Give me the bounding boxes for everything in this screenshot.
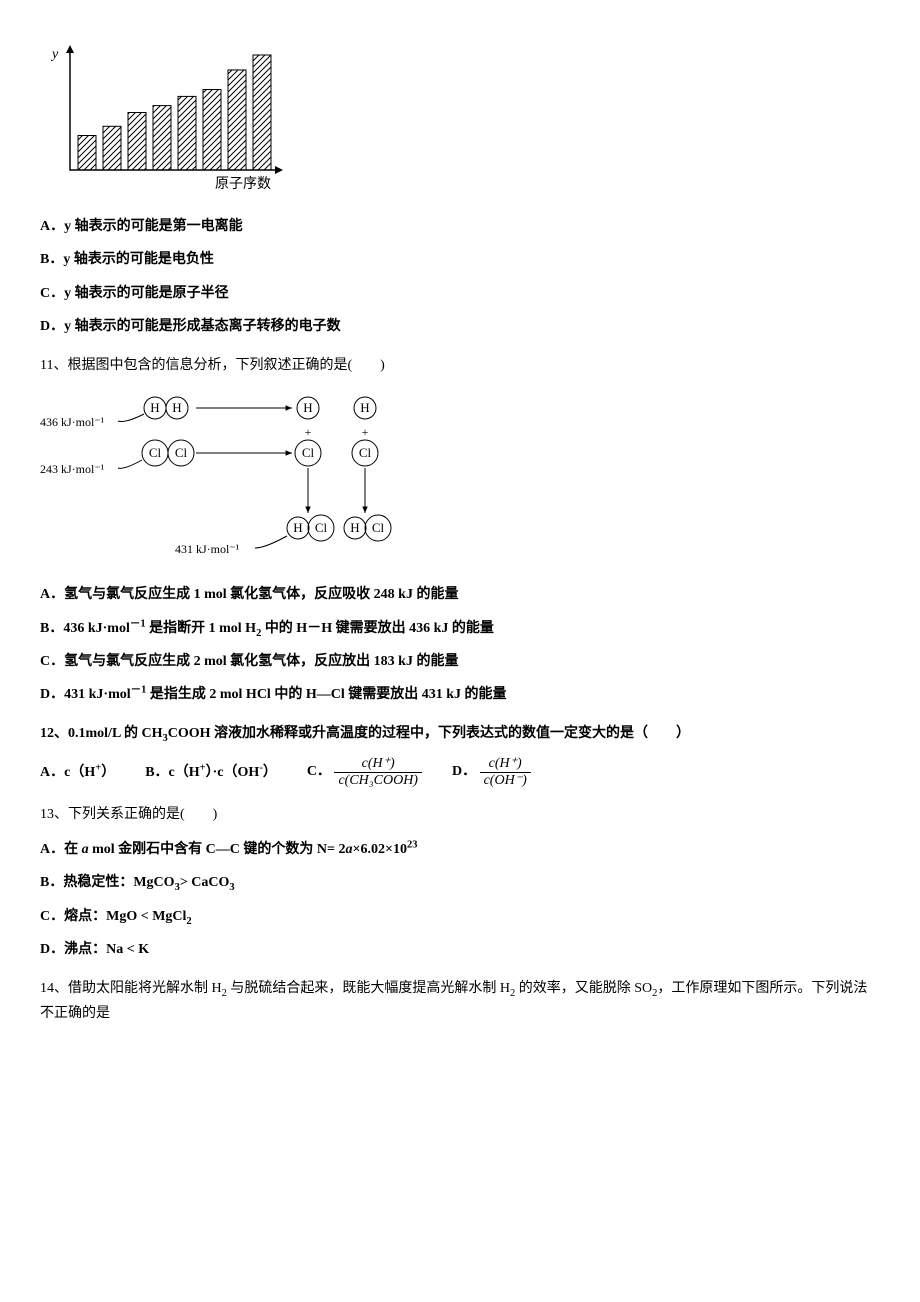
q13-option-a: A．在 a mol 金刚石中含有 C—C 键的个数为 N= 2a×6.02×10…: [40, 837, 880, 862]
svg-text:+: +: [362, 425, 369, 439]
q13-stem: 13、下列关系正确的是( ): [40, 802, 880, 827]
q10-option-d: D．y 轴表示的可能是形成基态离子转移的电子数: [40, 314, 880, 339]
q12c-label: C．: [307, 764, 331, 779]
q12d-label: D．: [452, 764, 476, 779]
svg-text:Cl: Cl: [315, 520, 328, 535]
q12-a: A．c（H+）: [40, 760, 115, 785]
q11b-mid: 是指断开 1 mol H: [146, 621, 256, 636]
svg-text:Cl: Cl: [372, 520, 385, 535]
svg-text:H: H: [350, 520, 359, 535]
q14-stem: 14、借助太阳能将光解水制 H2 与脱硫结合起来，既能大幅度提高光解水制 H2 …: [40, 976, 880, 1026]
svg-text:Cl: Cl: [175, 445, 188, 460]
bar-chart-svg: y 原子序数: [40, 40, 285, 195]
q12-b: B．c（H+）·c（OH-）: [145, 760, 277, 785]
q13c-pre: C．熔点：MgO < MgCl: [40, 909, 186, 924]
q11d-sup: －1: [131, 684, 147, 695]
svg-text:原子序数: 原子序数: [215, 176, 271, 192]
svg-text:H: H: [172, 400, 181, 415]
q12d-den: c(OH⁻): [480, 773, 531, 788]
q11-option-b: B．436 kJ·mol－1 是指断开 1 mol H2 中的 H－H 键需要放…: [40, 616, 880, 641]
q12d-frac: c(H⁺) c(OH⁻): [480, 756, 531, 788]
q13c-sub: 2: [186, 915, 191, 926]
q12b-mid: ）·c（OH: [206, 765, 260, 780]
q12-post: COOH 溶液加水稀释或升高温度的过程中，下列表达式的数值一定变大的是（ ）: [168, 726, 690, 741]
q13-option-c: C．熔点：MgO < MgCl2: [40, 904, 880, 929]
svg-text:+: +: [305, 425, 312, 439]
svg-text:H: H: [293, 520, 302, 535]
q10-option-b: B．y 轴表示的可能是电负性: [40, 247, 880, 272]
q13a-post: ×6.02×10: [353, 842, 407, 857]
q11-option-c: C．氢气与氯气反应生成 2 mol 氯化氢气体，反应放出 183 kJ 的能量: [40, 649, 880, 674]
q12b-close: ）: [263, 765, 277, 780]
svg-text:Cl: Cl: [359, 445, 372, 460]
q11-diagram: HH436 kJ·mol⁻¹ClCl243 kJ·mol⁻¹H+ClH+ClHC…: [40, 388, 880, 572]
q11-stem: 11、根据图中包含的信息分析，下列叙述正确的是( ): [40, 353, 880, 378]
q11-option-d: D．431 kJ·mol－1 是指生成 2 mol HCl 中的 H—Cl 键需…: [40, 682, 880, 707]
q12-options: A．c（H+） B．c（H+）·c（OH-） C． c(H⁺) c(CH₃COO…: [40, 756, 880, 788]
q12-d: D． c(H⁺) c(OH⁻): [452, 756, 531, 788]
q13-option-b: B．热稳定性：MgCO3> CaCO3: [40, 870, 880, 895]
q12-c: C． c(H⁺) c(CH₃COOH): [307, 756, 422, 788]
q14-pre: 14、借助太阳能将光解水制 H: [40, 981, 222, 996]
svg-text:431 kJ·mol⁻¹: 431 kJ·mol⁻¹: [175, 542, 240, 556]
svg-text:H: H: [150, 400, 159, 415]
svg-text:436 kJ·mol⁻¹: 436 kJ·mol⁻¹: [40, 415, 105, 429]
q13a-sup: 23: [407, 840, 418, 851]
q11d-pre: D．431 kJ·mol: [40, 687, 131, 702]
q13a-a2: a: [346, 842, 353, 857]
q13b-sub2: 3: [229, 882, 234, 893]
q13a-pre: A．在: [40, 842, 82, 857]
svg-text:H: H: [303, 400, 312, 415]
q13a-a1: a: [82, 842, 89, 857]
q12c-num: c(H⁺): [334, 756, 422, 772]
q12c-frac: c(H⁺) c(CH₃COOH): [334, 756, 422, 788]
svg-text:Cl: Cl: [302, 445, 315, 460]
q13a-mid: mol 金刚石中含有 C—C 键的个数为 N= 2: [89, 842, 346, 857]
q13b-pre: B．热稳定性：MgCO: [40, 875, 175, 890]
q13b-mid: > CaCO: [180, 875, 230, 890]
bond-energy-svg: HH436 kJ·mol⁻¹ClCl243 kJ·mol⁻¹H+ClH+ClHC…: [40, 388, 410, 563]
chart-q10: y 原子序数: [40, 40, 880, 204]
q11d-post: 是指生成 2 mol HCl 中的 H—Cl 键需要放出 431 kJ 的能量: [146, 687, 506, 702]
svg-text:Cl: Cl: [149, 445, 162, 460]
q14-mid1: 与脱硫结合起来，既能大幅度提高光解水制 H: [227, 981, 510, 996]
q12d-num: c(H⁺): [480, 756, 531, 772]
q12-stem: 12、0.1mol/L 的 CH3COOH 溶液加水稀释或升高温度的过程中，下列…: [40, 721, 880, 746]
q11-option-a: A．氢气与氯气反应生成 1 mol 氯化氢气体，反应吸收 248 kJ 的能量: [40, 582, 880, 607]
svg-text:243 kJ·mol⁻¹: 243 kJ·mol⁻¹: [40, 462, 105, 476]
q12a-label: A．c（H: [40, 765, 95, 780]
q11b-post: 中的 H－H 键需要放出 436 kJ 的能量: [261, 621, 494, 636]
svg-text:y: y: [50, 47, 59, 62]
q14-mid2: 的效率，又能脱除 SO: [515, 981, 652, 996]
q11b-pre: B．436 kJ·mol: [40, 621, 130, 636]
q12c-den: c(CH₃COOH): [334, 773, 422, 788]
q10-option-a: A．y 轴表示的可能是第一电离能: [40, 214, 880, 239]
q13-option-d: D．沸点：Na < K: [40, 937, 880, 962]
q12a-close: ）: [101, 765, 115, 780]
q11b-sup: －1: [130, 618, 146, 629]
q12-pre: 12、0.1mol/L 的 CH: [40, 726, 163, 741]
svg-text:H: H: [360, 400, 369, 415]
q10-option-c: C．y 轴表示的可能是原子半径: [40, 281, 880, 306]
q12b-label: B．c（H: [145, 765, 199, 780]
